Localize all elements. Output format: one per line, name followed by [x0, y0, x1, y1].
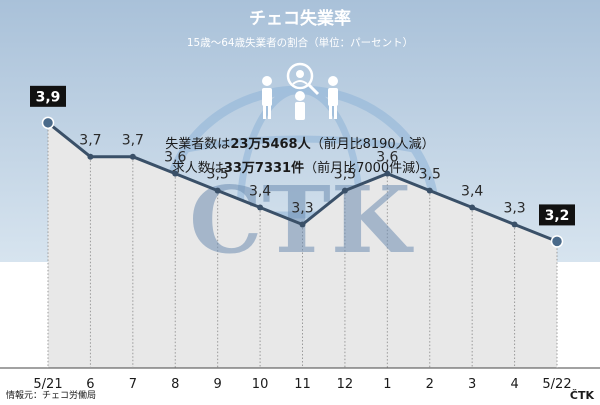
- x-tick-7: 12: [337, 377, 354, 392]
- data-label-box-0: [30, 85, 66, 107]
- data-point-10: [469, 204, 476, 211]
- data-point-0: [41, 116, 55, 130]
- data-label-5: 3,4: [249, 184, 271, 200]
- source-note: 情報元：チェコ労働局: [6, 389, 96, 401]
- data-label-4: 3,5: [207, 167, 229, 183]
- data-point-12: [550, 235, 564, 248]
- data-label-3: 3,6: [164, 150, 186, 166]
- x-axis: 5/21 6 7 8 9 10 11 12 1 2 3 4 5/22: [33, 377, 571, 392]
- stat-unemployed-prefix: 失業者数は: [165, 136, 230, 152]
- x-tick-1: 6: [86, 377, 94, 392]
- x-tick-3: 8: [171, 377, 179, 392]
- chart-title: チェコ失業率: [249, 8, 351, 29]
- x-tick-10: 3: [468, 377, 476, 392]
- data-point-9: [426, 187, 433, 194]
- label-layer: 3,9 3,7 3,7 3,6 3,5 3,4 3,3 3,5 3,6 3,5 3,4 3,3 3,2: [30, 85, 575, 226]
- x-tick-11: 4: [510, 377, 518, 392]
- stat-vacancies-suffix: （前月比7000件減）: [304, 160, 428, 176]
- data-point-5: [257, 204, 264, 211]
- people-magnifier-icon: [262, 62, 338, 120]
- data-point-2: [129, 153, 136, 160]
- x-tick-6: 11: [294, 377, 311, 392]
- grid-layer: [47, 122, 558, 368]
- data-point-8: [384, 170, 391, 177]
- data-point-7: [341, 187, 348, 194]
- line-layer: [41, 116, 564, 248]
- data-label-0: 3,9: [36, 89, 61, 105]
- ctk-logo: ČTK: [570, 389, 595, 402]
- data-label-6: 3,3: [291, 200, 313, 216]
- data-point-6: [299, 221, 306, 228]
- x-tick-8: 1: [383, 377, 391, 392]
- data-label-10: 3,4: [461, 184, 483, 200]
- x-tick-0: 5/21: [33, 377, 62, 392]
- x-tick-4: 9: [214, 377, 222, 392]
- data-label-11: 3,3: [503, 200, 525, 216]
- data-label-9: 3,5: [419, 167, 441, 183]
- x-tick-5: 10: [252, 377, 269, 392]
- x-tick-12: 5/22: [542, 377, 571, 392]
- x-tick-2: 7: [129, 377, 137, 392]
- data-label-box-12: [539, 204, 575, 226]
- stat-unemployed-value: 23万5468人: [230, 136, 311, 152]
- watermark-text: CTK: [189, 166, 414, 274]
- stat-vacancies-prefix: 求人数は: [172, 161, 224, 176]
- stat-vacancies: 求人数は33万7331件（前月比7000件減）: [172, 160, 428, 176]
- data-label-8: 3,6: [376, 150, 398, 166]
- stat-vacancies-value: 33万7331件: [224, 160, 304, 176]
- chart-subtitle: 15歳〜64歳失業者の割合（単位：パーセント）: [187, 36, 413, 49]
- data-label-12: 3,2: [545, 208, 570, 224]
- data-point-1: [87, 153, 94, 160]
- stat-unemployed: 失業者数は23万5468人（前月比8190人減）: [165, 136, 434, 152]
- data-point-4: [214, 187, 221, 194]
- x-tick-9: 2: [426, 377, 434, 392]
- data-point-3: [172, 170, 179, 177]
- data-label-1: 3,7: [79, 133, 101, 149]
- stat-unemployed-suffix: （前月比8190人減）: [311, 136, 435, 152]
- data-point-11: [511, 221, 518, 228]
- data-label-2: 3,7: [122, 133, 144, 149]
- data-label-7: 3,5: [334, 167, 356, 183]
